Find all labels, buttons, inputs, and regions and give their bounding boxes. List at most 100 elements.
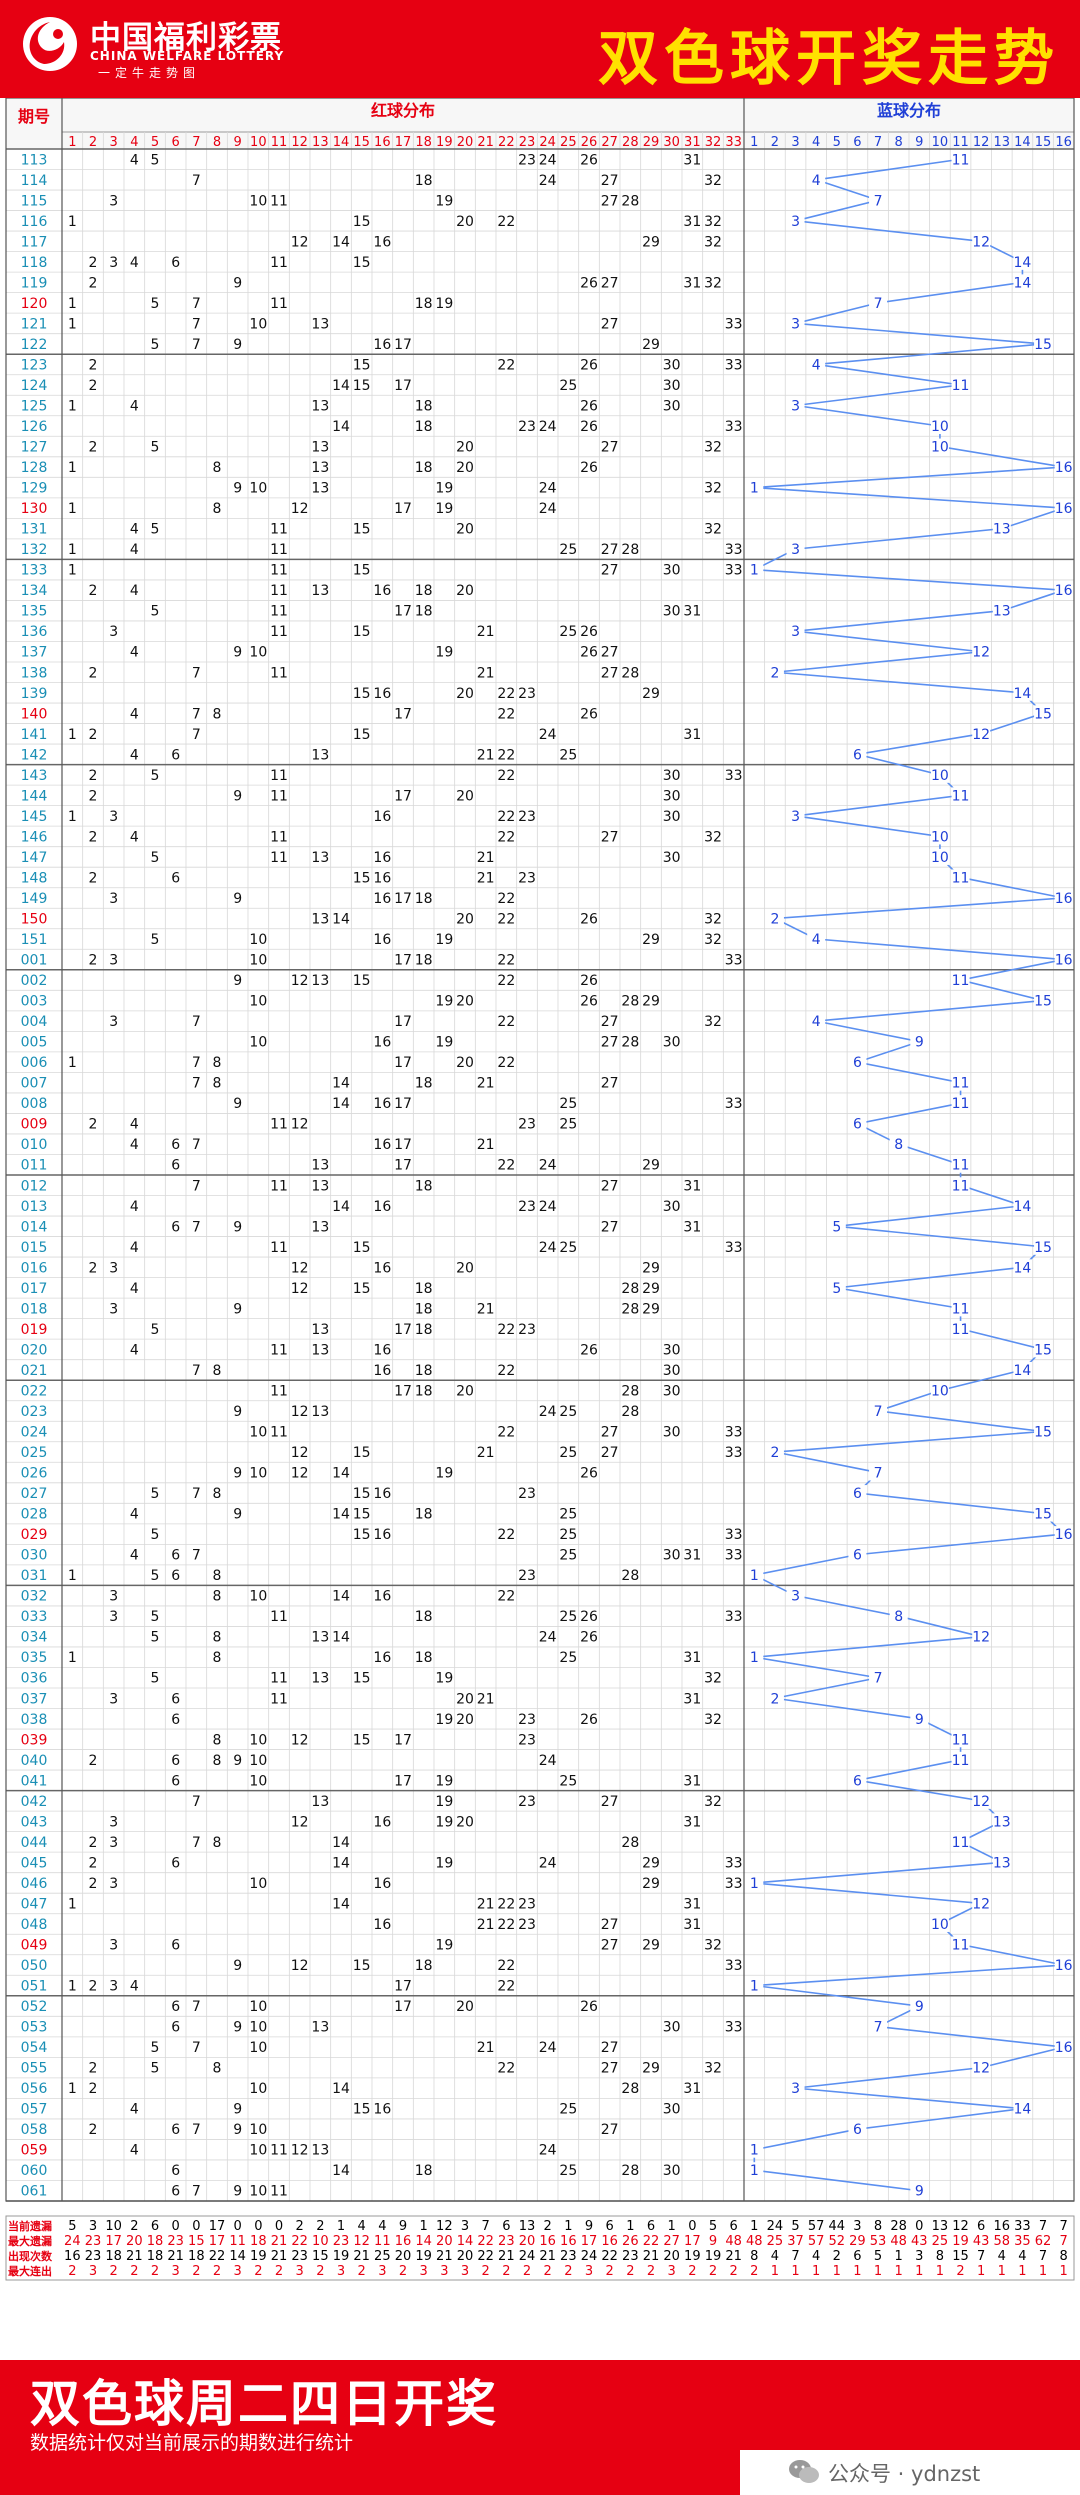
stat-red-value: 2 (482, 2264, 490, 2279)
stat-red-value: 2 (130, 2219, 138, 2234)
stat-blue-value: 53 (870, 2234, 887, 2249)
blue-ball-16: 16 (1055, 953, 1073, 969)
blue-ball-bg (1013, 684, 1032, 701)
blue-ball-bg (951, 1095, 970, 1112)
blue-zone-header: 蓝球分布 (877, 101, 941, 120)
stat-blue-value: 57 (808, 2234, 825, 2249)
red-ball-16: 16 (373, 1650, 391, 1666)
blue-ball-bg (745, 1977, 764, 1994)
red-ball-26: 26 (580, 706, 598, 722)
red-ball-25: 25 (559, 1117, 577, 1133)
blue-ball-bg (992, 602, 1011, 619)
red-ball-19: 19 (435, 645, 453, 661)
blue-number-header-7: 7 (874, 135, 882, 150)
stat-red-value: 23 (498, 2234, 515, 2249)
stat-red-value: 2 (606, 2264, 614, 2279)
red-ball-26: 26 (580, 912, 598, 928)
red-ball-5: 5 (151, 1609, 160, 1625)
issue-label: 041 (21, 1773, 48, 1789)
blue-ball-7: 7 (874, 296, 883, 312)
red-ball-2: 2 (89, 2122, 98, 2138)
blue-ball-bg (745, 1874, 764, 1891)
red-ball-13: 13 (311, 583, 329, 599)
blue-ball-bg (786, 541, 805, 558)
stat-red-value: 2 (647, 2264, 655, 2279)
blue-number-header-16: 16 (1055, 135, 1072, 150)
red-ball-27: 27 (601, 1219, 619, 1235)
stat-red-value: 5 (709, 2219, 717, 2234)
issue-label: 149 (21, 891, 48, 907)
red-ball-19: 19 (435, 1814, 453, 1830)
red-ball-33: 33 (725, 542, 743, 558)
stat-red-value: 2 (130, 2264, 138, 2279)
stat-red-value: 19 (250, 2249, 267, 2264)
red-ball-14: 14 (332, 2081, 350, 2097)
stat-red-value: 18 (147, 2234, 164, 2249)
blue-ball-bg (992, 520, 1011, 537)
red-number-header-6: 6 (172, 135, 180, 150)
red-ball-9: 9 (233, 2102, 242, 2118)
stat-red-value: 19 (415, 2249, 432, 2264)
red-ball-27: 27 (601, 316, 619, 332)
red-ball-28: 28 (621, 1383, 639, 1399)
footer-note: 数据统计仅对当前展示的期数进行统计 (30, 2432, 354, 2454)
blue-ball-15: 15 (1034, 1342, 1052, 1358)
blue-ball-3: 3 (791, 1589, 800, 1605)
red-ball-28: 28 (621, 1301, 639, 1317)
red-ball-14: 14 (332, 1466, 350, 1482)
red-ball-17: 17 (394, 501, 412, 517)
red-ball-6: 6 (171, 255, 180, 271)
red-ball-1: 1 (68, 296, 77, 312)
red-ball-33: 33 (725, 1876, 743, 1892)
red-ball-3: 3 (109, 1301, 118, 1317)
red-ball-7: 7 (192, 2122, 201, 2138)
blue-ball-bg (910, 1033, 929, 1050)
blue-ball-bg (972, 233, 991, 250)
footer-banner: 双色球周二四日开奖 数据统计仅对当前展示的期数进行统计 公众号 · ydnzst (0, 2360, 1080, 2495)
blue-ball-11: 11 (952, 1835, 970, 1851)
blue-ball-12: 12 (972, 2061, 990, 2077)
red-ball-25: 25 (559, 624, 577, 640)
blue-ball-bg (910, 2182, 929, 2199)
red-ball-20: 20 (456, 1383, 474, 1399)
red-ball-10: 10 (249, 316, 267, 332)
issue-label: 007 (21, 1076, 48, 1092)
stat-blue-value: 1 (936, 2264, 944, 2279)
blue-ball-11: 11 (952, 788, 970, 804)
red-ball-17: 17 (394, 1014, 412, 1030)
stat-red-value: 2 (688, 2264, 696, 2279)
red-ball-17: 17 (394, 1979, 412, 1995)
red-ball-9: 9 (233, 2020, 242, 2036)
stat-blue-value: 48 (890, 2234, 907, 2249)
stat-red-value: 23 (85, 2234, 102, 2249)
red-ball-6: 6 (171, 1568, 180, 1584)
red-ball-29: 29 (642, 1938, 660, 1954)
stat-red-value: 0 (234, 2219, 242, 2234)
stat-red-value: 6 (151, 2219, 159, 2234)
blue-ball-14: 14 (1014, 1260, 1032, 1276)
stat-blue-value: 7 (977, 2249, 985, 2264)
stat-red-value: 22 (601, 2249, 618, 2264)
stat-red-value: 18 (188, 2249, 205, 2264)
issue-label: 114 (21, 173, 48, 189)
red-ball-15: 15 (353, 378, 371, 394)
red-ball-10: 10 (249, 2081, 267, 2097)
red-ball-31: 31 (683, 727, 701, 743)
stat-blue-value: 1 (833, 2264, 841, 2279)
red-ball-6: 6 (171, 1691, 180, 1707)
red-ball-22: 22 (497, 357, 515, 373)
red-ball-13: 13 (311, 1158, 329, 1174)
blue-ball-6: 6 (853, 1055, 862, 1071)
blue-number-header-10: 10 (932, 135, 949, 150)
red-ball-16: 16 (373, 1096, 391, 1112)
stat-blue-value: 52 (829, 2234, 846, 2249)
red-ball-12: 12 (291, 1260, 309, 1276)
issue-label: 116 (21, 214, 48, 230)
red-ball-8: 8 (213, 460, 222, 476)
issue-label: 124 (21, 378, 48, 394)
red-ball-19: 19 (435, 1466, 453, 1482)
stat-blue-value: 19 (952, 2234, 969, 2249)
red-ball-27: 27 (601, 1076, 619, 1092)
red-number-header-14: 14 (333, 135, 350, 150)
red-ball-20: 20 (456, 522, 474, 538)
